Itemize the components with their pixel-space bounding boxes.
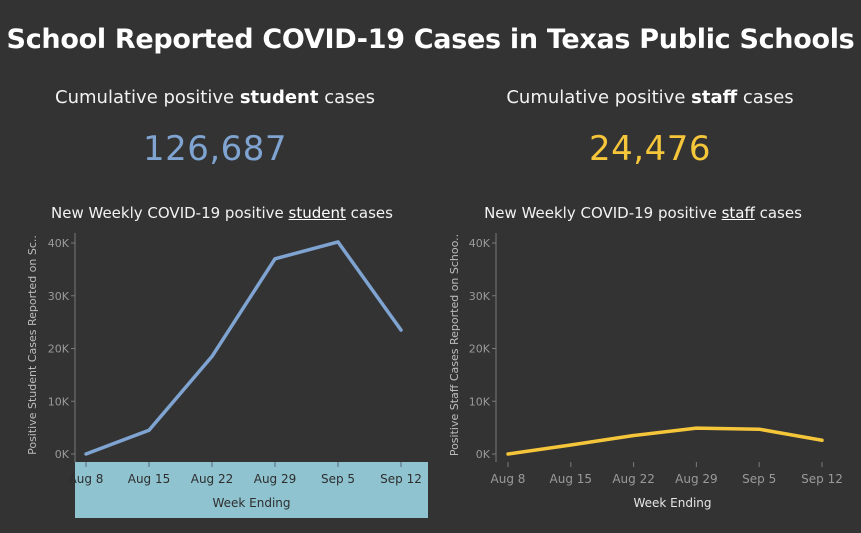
staff-y-tick-label: 40K: [469, 237, 491, 250]
student-chart-title: New Weekly COVID-19 positive student cas…: [12, 204, 432, 222]
staff-data-point[interactable]: [817, 435, 827, 445]
student-chart-title-prefix: New Weekly COVID-19 positive: [51, 204, 289, 222]
staff-kpi-label: Cumulative positive staff cases: [440, 87, 860, 108]
staff-kpi-label-bold: staff: [691, 87, 738, 108]
staff-kpi-value: 24,476: [589, 129, 711, 169]
student-y-tick-label: 20K: [48, 343, 70, 356]
student-y-tick-label: 10K: [48, 395, 70, 408]
staff-chart-title-suffix: cases: [754, 204, 802, 222]
staff-data-point[interactable]: [503, 449, 513, 459]
student-kpi-label: Cumulative positive student cases: [5, 87, 425, 108]
student-kpi-label-prefix: Cumulative positive: [55, 87, 240, 108]
dashboard-title: School Reported COVID-19 Cases in Texas …: [6, 24, 855, 55]
student-x-tick-label: Aug 22: [191, 472, 234, 486]
student-x-axis-title: Week Ending: [212, 496, 290, 510]
staff-kpi-label-suffix: cases: [737, 87, 794, 108]
student-chart-title-suffix: cases: [345, 204, 393, 222]
student-x-tick-label: Sep 12: [380, 472, 422, 486]
student-x-tick-label: Aug 29: [254, 472, 297, 486]
staff-y-tick-label: 30K: [469, 290, 491, 303]
student-kpi-label-bold: student: [239, 87, 319, 108]
staff-x-tick-label: Aug 22: [612, 472, 655, 486]
student-y-tick-label: 0K: [55, 448, 70, 461]
staff-x-tick-label: Aug 29: [675, 472, 718, 486]
staff-y-axis-title: Positive Staff Cases Reported on Schoo..: [448, 234, 461, 456]
student-x-tick-label: Aug 8: [69, 472, 104, 486]
staff-chart-title-prefix: New Weekly COVID-19 positive: [484, 204, 722, 222]
student-series-line[interactable]: [84, 240, 403, 456]
student-kpi-value: 126,687: [142, 129, 288, 169]
student-chart-title-bold: student: [288, 204, 346, 222]
staff-y-tick-label: 10K: [469, 395, 491, 408]
staff-x-axis-title: Week Ending: [633, 496, 711, 510]
student-y-tick-label: 30K: [48, 290, 70, 303]
student-y-axis-title: Positive Student Cases Reported on Sc..: [26, 235, 39, 455]
student-kpi-label-suffix: cases: [318, 87, 375, 108]
staff-y-tick-label: 0K: [476, 448, 491, 461]
staff-x-tick-label: Aug 8: [491, 472, 526, 486]
staff-x-tick-label: Sep 5: [742, 472, 776, 486]
staff-data-point[interactable]: [566, 440, 576, 450]
staff-data-point[interactable]: [754, 424, 764, 434]
staff-data-point[interactable]: [691, 423, 701, 433]
staff-x-tick-label: Sep 12: [801, 472, 843, 486]
student-x-tick-label: Aug 15: [128, 472, 171, 486]
staff-y-tick-label: 20K: [469, 343, 491, 356]
student-x-tick-label: Sep 5: [321, 472, 355, 486]
staff-chart-title-bold: staff: [721, 204, 755, 222]
student-y-tick-label: 40K: [48, 237, 70, 250]
staff-chart-title: New Weekly COVID-19 positive staff cases: [433, 204, 853, 222]
staff-series-line[interactable]: [506, 426, 824, 456]
staff-data-point[interactable]: [629, 431, 639, 441]
staff-x-tick-label: Aug 15: [550, 472, 593, 486]
staff-kpi-label-prefix: Cumulative positive: [506, 87, 692, 108]
student-x-axis-highlight[interactable]: [75, 462, 428, 518]
